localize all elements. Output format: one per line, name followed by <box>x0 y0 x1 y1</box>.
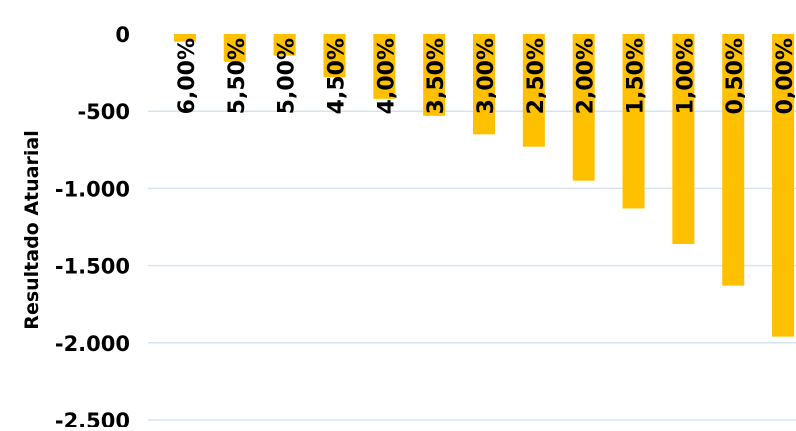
y-tick-label: -1.500 <box>55 255 130 279</box>
y-axis-label: Resultado Atuarial <box>21 130 43 329</box>
bar <box>373 34 396 99</box>
bars <box>173 34 795 337</box>
category-label: 6,00% <box>175 38 200 114</box>
category-label: 3,50% <box>424 38 449 114</box>
category-label: 0,00% <box>773 38 796 114</box>
y-axis-ticks: 0 -500 -1.000 -1.500 -2.000 -2.500 <box>55 23 130 431</box>
category-label: 1,00% <box>673 38 698 114</box>
category-label: 1,50% <box>624 38 649 114</box>
bar <box>722 34 745 286</box>
bar <box>522 34 545 147</box>
category-label: 4,00% <box>374 38 399 114</box>
y-tick-label: -1.000 <box>55 177 130 201</box>
category-label: 3,00% <box>474 38 499 114</box>
bar <box>323 34 346 78</box>
category-label: 0,50% <box>723 38 748 114</box>
category-label: 2,50% <box>524 38 549 114</box>
bar <box>223 34 246 62</box>
bar <box>423 34 446 116</box>
y-tick-label: -2.500 <box>55 409 130 427</box>
bar <box>273 34 296 56</box>
y-tick-label: -500 <box>77 100 130 124</box>
category-label: 5,50% <box>225 38 250 114</box>
category-label: 5,00% <box>275 38 300 114</box>
bar <box>672 34 695 244</box>
y-tick-label: 0 <box>115 23 130 47</box>
bar <box>772 34 795 337</box>
category-label: 2,00% <box>574 38 599 114</box>
bar <box>572 34 595 181</box>
gridlines <box>148 110 796 421</box>
category-labels: 6,00% 5,50% 5,00% 4,50% 4,00% 3,50% 3,00% 2,50%… <box>175 38 796 114</box>
category-label: 4,50% <box>324 38 349 114</box>
bar <box>473 34 495 135</box>
bar <box>622 34 645 209</box>
y-tick-label: -2.000 <box>55 332 130 356</box>
bar <box>173 34 196 42</box>
